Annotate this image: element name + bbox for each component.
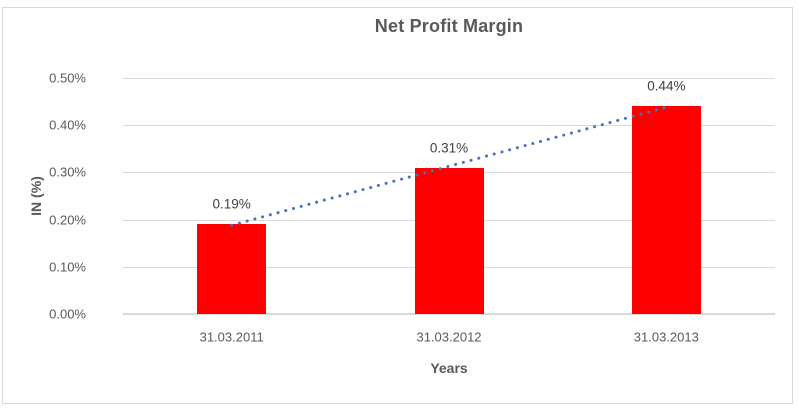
x-axis-line bbox=[123, 313, 775, 315]
plot-area: 0.00% 0.10% 0.20% 0.30% 0.40% 0.50% 0.19% 0.31%… bbox=[49, 71, 775, 322]
y-tick-label: 0.50% bbox=[49, 70, 86, 86]
y-axis-title: IN (%) bbox=[28, 176, 44, 216]
y-tick-label: 0.10% bbox=[49, 259, 86, 275]
chart-title: Net Profit Margin bbox=[374, 16, 524, 36]
y-tick-label: 0.40% bbox=[49, 117, 86, 133]
x-tick-label: 31.03.2012 bbox=[416, 329, 482, 345]
y-tick-label: 0.00% bbox=[49, 306, 86, 322]
bar-value-label: 0.19% bbox=[212, 196, 251, 212]
bar-31.03.2013[interactable] bbox=[631, 106, 701, 314]
bar-31.03.2012[interactable] bbox=[414, 167, 484, 314]
bar-value-label: 0.44% bbox=[647, 78, 686, 94]
y-tick-label: 0.30% bbox=[49, 164, 86, 180]
gridline bbox=[123, 78, 775, 79]
bar-value-label: 0.31% bbox=[429, 140, 469, 156]
y-tick-label: 0.20% bbox=[49, 212, 86, 228]
x-tick-label: 31.03.2013 bbox=[633, 329, 699, 345]
bar-31.03.2011[interactable] bbox=[197, 224, 267, 314]
x-axis-title: Years bbox=[430, 360, 468, 376]
x-tick-label: 31.03.2011 bbox=[199, 329, 264, 345]
